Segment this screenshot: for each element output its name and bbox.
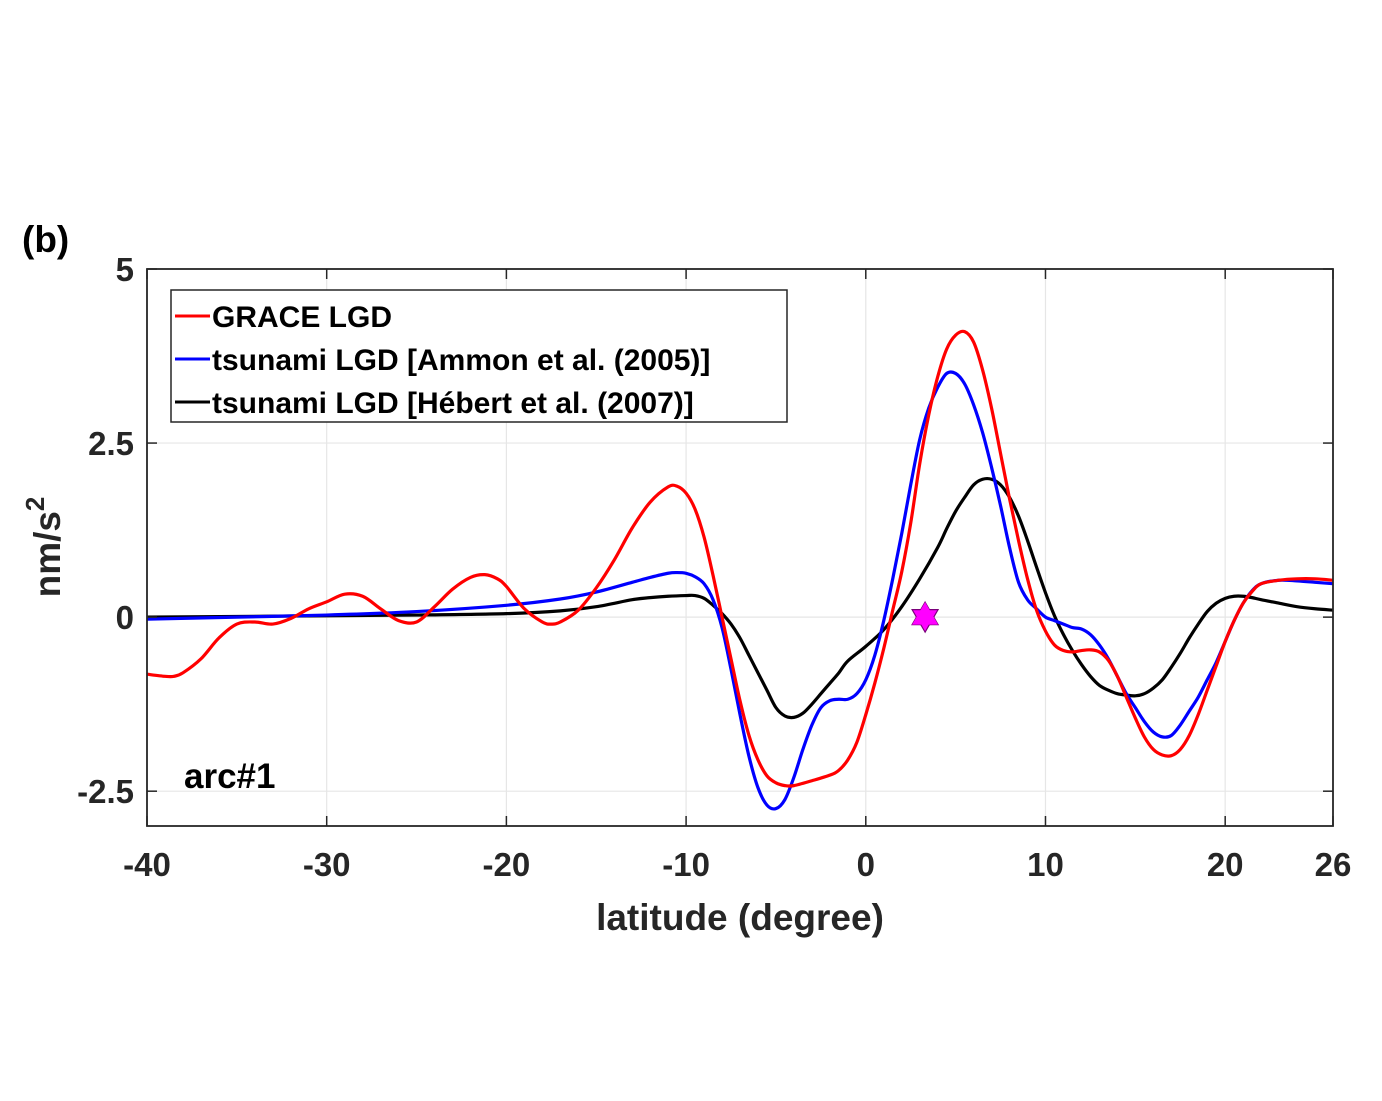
x-tick-label: 0 (857, 846, 875, 883)
x-tick-label: -30 (303, 846, 351, 883)
y-axis-label-superscript: 2 (20, 497, 50, 511)
epicenter-star-marker (911, 600, 940, 634)
legend: GRACE LGD tsunami LGD [Ammon et al. (2005… (170, 289, 788, 423)
y-tick-label: 0 (116, 599, 134, 636)
series-line-grace-lgd (146, 329, 1334, 788)
y-tick-label: -2.5 (77, 773, 134, 810)
star-fill (912, 602, 939, 625)
legend-label-tsunami-lgd-ammon: tsunami LGD [Ammon et al. (2005)] (212, 344, 710, 377)
y-tick-label: 2.5 (88, 425, 134, 462)
x-tick-label: 10 (1027, 846, 1064, 883)
x-tick-label: -40 (123, 846, 171, 883)
ticks (146, 268, 1334, 826)
legend-items: GRACE LGD tsunami LGD [Ammon et al. (2005… (175, 301, 710, 420)
y-tick-labels: -2.5 0 2.5 5 (77, 251, 134, 810)
x-tick-label: 20 (1207, 846, 1244, 883)
x-tick-labels: -40 -30 -20 -10 0 10 20 26 (123, 846, 1351, 883)
marker-layer (911, 600, 940, 634)
series-layer (146, 329, 1334, 811)
x-tick-label: 26 (1315, 846, 1352, 883)
y-tick-label: 5 (116, 251, 134, 288)
legend-label-grace-lgd: GRACE LGD (212, 301, 392, 334)
x-tick-label: -20 (483, 846, 531, 883)
x-axis-label: latitude (degree) (596, 897, 884, 938)
y-axis-label-unit: nm/s (27, 511, 68, 597)
series-line-tsunami-lgd-ammon (146, 370, 1334, 811)
arc-annotation: arc#1 (184, 757, 275, 796)
plot-area-frame (146, 268, 1334, 827)
series-line-tsunami-lgd-hebert (146, 476, 1334, 720)
panel-label: (b) (22, 219, 69, 260)
y-axis-label: nm/s2 (20, 497, 68, 598)
legend-label-tsunami-lgd-hebert: tsunami LGD [Hébert et al. (2007)] (212, 387, 694, 420)
x-tick-label: -10 (662, 846, 710, 883)
legend-box (170, 289, 788, 423)
